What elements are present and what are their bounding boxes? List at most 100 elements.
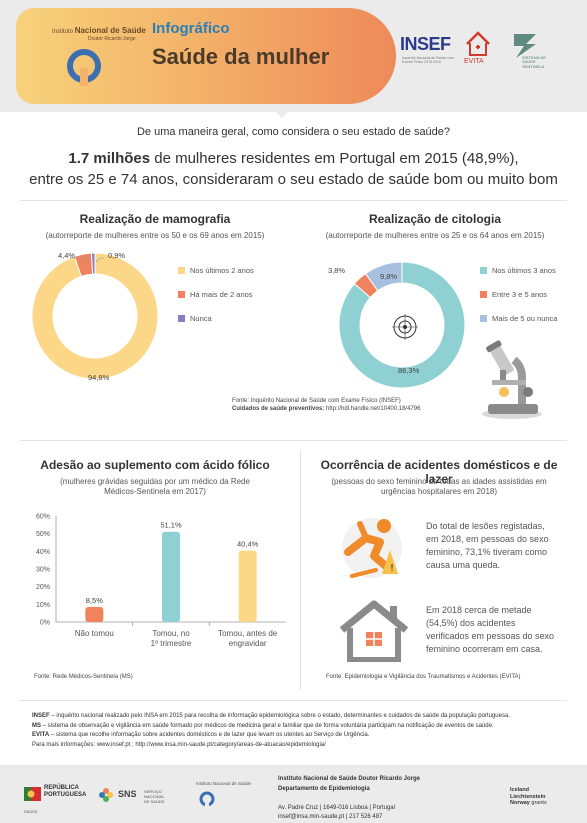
sentinela-s-icon [514, 34, 536, 58]
republica-logo: REPÚBLICA PORTUGUESA SAÚDE [24, 785, 87, 814]
mammography-slice-1 [31, 252, 159, 380]
legend-swatch [178, 315, 185, 322]
note-ms: MS – sistema de observação e vigilância … [32, 722, 494, 729]
survey-question: De uma maneira geral, como considera o s… [136, 126, 451, 138]
headline-highlight: 1.7 milhões [68, 150, 151, 167]
mammography-legend-3: Nunca [178, 314, 212, 323]
mammography-title: Realização de mamografia [79, 212, 231, 226]
insef-link[interactable]: http://hdl.handle.net/10400.18/4796 [324, 406, 421, 412]
sentinela-caption: SISTEMA DE SAÚDE SENTINELA [522, 55, 547, 69]
divider [20, 700, 567, 701]
legend-swatch [480, 267, 487, 274]
source-ms: Fonte: Rede Médicos-Sentinela (MS) [34, 674, 133, 680]
cytology-label-1: 86,3% [398, 366, 420, 375]
insa-logo: Instituto Nacional de Saúde Doutor Ricar… [26, 20, 146, 90]
svg-text:!: ! [390, 563, 394, 574]
microscope-icon [482, 340, 542, 419]
republica-emblem-icon [24, 787, 41, 801]
x-category-label: Tomou, antes de [218, 629, 278, 638]
legend-swatch [178, 291, 185, 298]
y-tick-label: 50% [36, 531, 50, 538]
legend-swatch [480, 315, 487, 322]
insef-wordmark: INSEF [400, 34, 451, 54]
cytology-legend-1: Nos últimos 3 anos [480, 266, 556, 275]
mammography-slice-2 [73, 252, 94, 277]
insa-subname: Doutor Ricardo Jorge [88, 36, 136, 42]
more-info-links[interactable]: Para mais informações: www.insef.pt ; ht… [32, 741, 326, 748]
fall-fact: Do total de lesões registadas, em 2018, … [426, 521, 549, 570]
cytology-legend-2: Entre 3 e 5 anos [480, 290, 547, 299]
insa-footer-logo: Instituto Nacional de Saúde [196, 781, 256, 817]
x-category-label: Tomou, no [152, 629, 190, 638]
accidents-subtitle: (pessoas do sexo feminino de todas as id… [331, 477, 547, 496]
bar-2 [162, 531, 180, 622]
headline: 1.7 milhões de mulheres residentes em Po… [0, 148, 587, 190]
bar-3 [238, 550, 257, 622]
insef-caption: Inquérito Nacional de Saúde com Exame Fí… [402, 56, 454, 65]
divider [20, 440, 567, 441]
sns-logo: SNS SERVIÇO NACIONAL DE SAÚDE [98, 787, 170, 807]
x-category-label: engravidar [229, 639, 267, 648]
evita-wordmark: EVITA [464, 58, 484, 65]
header: Instituto Nacional de Saúde Doutor Ricar… [0, 0, 587, 112]
mammography-leader-3 [95, 257, 104, 263]
contact-email[interactable]: insef@insa.min-saude.pt | 217 526 487 [278, 814, 383, 820]
definitions-notes: INSEF – inquérito nacional realizado pel… [32, 712, 552, 750]
cytology-subtitle: (autorreporte de mulheres entre os 25 e … [325, 231, 545, 240]
title-banner: Instituto Nacional de Saúde Doutor Ricar… [16, 8, 396, 104]
y-tick-label: 40% [36, 549, 50, 556]
cytology-label-3: 9,8% [380, 272, 398, 281]
contact-address: Instituto Nacional de Saúde Doutor Ricar… [278, 776, 421, 820]
bar-value-label: 40,4% [237, 540, 259, 549]
insa-prefix: Instituto [52, 29, 74, 35]
header-pointer [268, 104, 296, 118]
house-icon [339, 600, 409, 662]
evita-logo: EVITA [464, 30, 492, 70]
note-evita: EVITA – sistema que recolhe informação s… [32, 732, 370, 738]
y-tick-label: 30% [36, 567, 50, 574]
banner-kicker: Infográfico [152, 20, 230, 37]
bar-value-label: 8,5% [86, 596, 103, 605]
fall-icon: ! [342, 518, 402, 578]
divider [20, 200, 567, 201]
mammography-slice-3 [90, 252, 96, 275]
y-tick-label: 20% [36, 584, 50, 591]
y-tick-label: 60% [36, 514, 50, 521]
mammography-label-2: 4,4% [58, 251, 76, 260]
mammography-donut [31, 252, 159, 380]
eea-grants-logo: Iceland Liechtenstein Norway grants [510, 787, 547, 806]
sns-flower-icon [99, 788, 113, 802]
target-icon [392, 314, 418, 340]
legend-swatch [178, 267, 185, 274]
x-category-label: 1º trimestre [151, 639, 192, 648]
insa-name: Nacional de Saúde [74, 26, 146, 35]
vertical-divider [300, 450, 301, 690]
folic-title: Adesão ao suplemento com ácido fólico [40, 458, 270, 472]
source-evita: Fonte: Epidemiologia e Vigilância dos Tr… [326, 674, 521, 680]
headline-rest: de mulheres residentes em Portugal em 20… [150, 150, 519, 167]
mammography-legend-1: Nos últimos 2 anos [178, 266, 254, 275]
bar-value-label: 51,1% [160, 521, 182, 530]
y-axis: 0% 10% 20% 30% 40% 50% 60% [36, 514, 286, 627]
cytology-slice-2 [353, 272, 379, 299]
footer: REPÚBLICA PORTUGUESA SAÚDE SNS SERVIÇO NA… [0, 765, 587, 823]
accidents-title: Ocorrência de acidentes domésticos e de … [320, 458, 558, 486]
evita-house-icon [466, 31, 490, 56]
mammography-legend-2: Há mais de 2 anos [178, 290, 253, 299]
insa-emblem-icon [67, 49, 101, 86]
y-tick-label: 10% [36, 602, 50, 609]
cytology-title: Realização de citologia [368, 212, 502, 226]
folic-bar-chart: 0% 10% 20% 30% 40% 50% 60% 8,5% Não tomou 51,1% T… [36, 514, 286, 648]
note-insef: INSEF – inquérito nacional realizado pel… [32, 713, 510, 719]
mammography-subtitle: (autorreporte de mulheres entre os 50 e … [45, 231, 265, 240]
x-category-label: Não tomou [75, 629, 114, 638]
folic-subtitle: (mulheres grávidas seguidas por um médic… [60, 477, 250, 496]
mammography-label-1: 94,8% [88, 373, 110, 382]
home-fact: Em 2018 cerca de metade (54,5%) dos acid… [426, 605, 555, 654]
legend-swatch [480, 291, 487, 298]
cytology-legend-3: Mais de 5 ou nunca [480, 314, 557, 323]
y-tick-label: 0% [40, 620, 50, 627]
cytology-label-2: 3,8% [328, 266, 346, 275]
page-title: Saúde da mulher [152, 44, 330, 69]
